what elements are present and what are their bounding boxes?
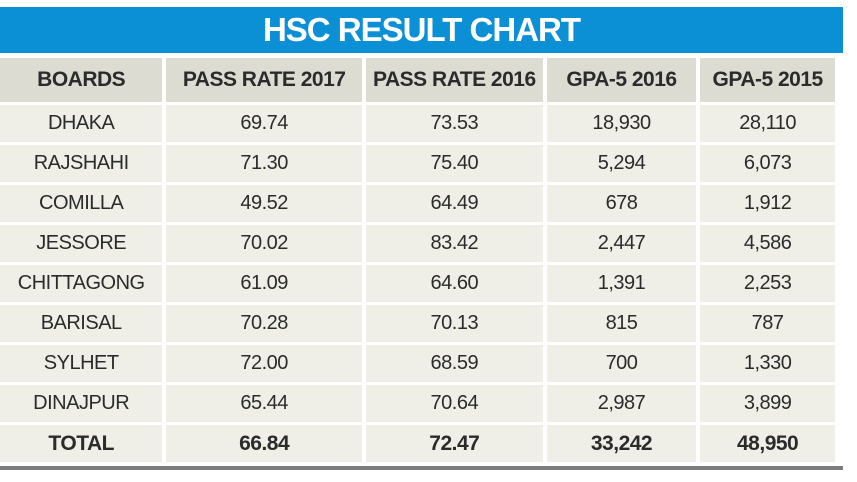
value-cell: 70.13 (365, 305, 543, 342)
total-row: TOTAL 66.84 72.47 33,242 48,950 (0, 425, 835, 462)
results-table: BOARDS PASS RATE 2017 PASS RATE 2016 GPA-5 … (0, 55, 839, 465)
value-cell: 2,987 (546, 385, 697, 422)
value-cell: 700 (546, 345, 697, 382)
value-cell: 49.52 (166, 185, 362, 222)
board-name-cell: JESSORE (0, 225, 163, 262)
column-header: GPA-5 2015 (700, 58, 835, 102)
value-cell: 72.00 (166, 345, 362, 382)
value-cell: 28,110 (700, 105, 835, 142)
value-cell: 18,930 (546, 105, 697, 142)
board-name-cell: BARISAL (0, 305, 163, 342)
value-cell: 3,899 (700, 385, 835, 422)
value-cell: 70.02 (166, 225, 362, 262)
value-cell: 6,073 (700, 145, 835, 182)
value-cell: 787 (700, 305, 835, 342)
value-cell: 2,253 (700, 265, 835, 302)
table-row: RAJSHAHI 71.30 75.40 5,294 6,073 (0, 145, 835, 182)
value-cell: 69.74 (166, 105, 362, 142)
value-cell: 4,586 (700, 225, 835, 262)
value-cell: 1,330 (700, 345, 835, 382)
chart-title: HSC RESULT CHART (0, 7, 843, 53)
total-value-cell: 33,242 (546, 425, 697, 462)
board-name-cell: DINAJPUR (0, 385, 163, 422)
board-name-cell: COMILLA (0, 185, 163, 222)
column-header: GPA-5 2016 (546, 58, 697, 102)
value-cell: 64.60 (365, 265, 543, 302)
table-row: BARISAL 70.28 70.13 815 787 (0, 305, 835, 342)
board-name-cell: SYLHET (0, 345, 163, 382)
table-row: COMILLA 49.52 64.49 678 1,912 (0, 185, 835, 222)
value-cell: 71.30 (166, 145, 362, 182)
value-cell: 5,294 (546, 145, 697, 182)
board-name-cell: CHITTAGONG (0, 265, 163, 302)
value-cell: 815 (546, 305, 697, 342)
board-name-cell: DHAKA (0, 105, 163, 142)
board-name-cell: RAJSHAHI (0, 145, 163, 182)
value-cell: 75.40 (365, 145, 543, 182)
total-value-cell: 48,950 (700, 425, 835, 462)
table-row: CHITTAGONG 61.09 64.60 1,391 2,253 (0, 265, 835, 302)
column-header: BOARDS (0, 58, 163, 102)
table-row: SYLHET 72.00 68.59 700 1,330 (0, 345, 835, 382)
total-label-cell: TOTAL (0, 425, 163, 462)
value-cell: 70.28 (166, 305, 362, 342)
table-row: JESSORE 70.02 83.42 2,447 4,586 (0, 225, 835, 262)
table-row: DHAKA 69.74 73.53 18,930 28,110 (0, 105, 835, 142)
header-row: BOARDS PASS RATE 2017 PASS RATE 2016 GPA-5 … (0, 58, 835, 102)
table-row: DINAJPUR 65.44 70.64 2,987 3,899 (0, 385, 835, 422)
value-cell: 83.42 (365, 225, 543, 262)
value-cell: 61.09 (166, 265, 362, 302)
value-cell: 678 (546, 185, 697, 222)
total-value-cell: 72.47 (365, 425, 543, 462)
value-cell: 1,391 (546, 265, 697, 302)
value-cell: 65.44 (166, 385, 362, 422)
value-cell: 73.53 (365, 105, 543, 142)
value-cell: 68.59 (365, 345, 543, 382)
value-cell: 1,912 (700, 185, 835, 222)
value-cell: 2,447 (546, 225, 697, 262)
value-cell: 64.49 (365, 185, 543, 222)
column-header: PASS RATE 2016 (365, 58, 543, 102)
column-header: PASS RATE 2017 (166, 58, 362, 102)
total-value-cell: 66.84 (166, 425, 362, 462)
value-cell: 70.64 (365, 385, 543, 422)
bottom-divider (0, 466, 843, 470)
